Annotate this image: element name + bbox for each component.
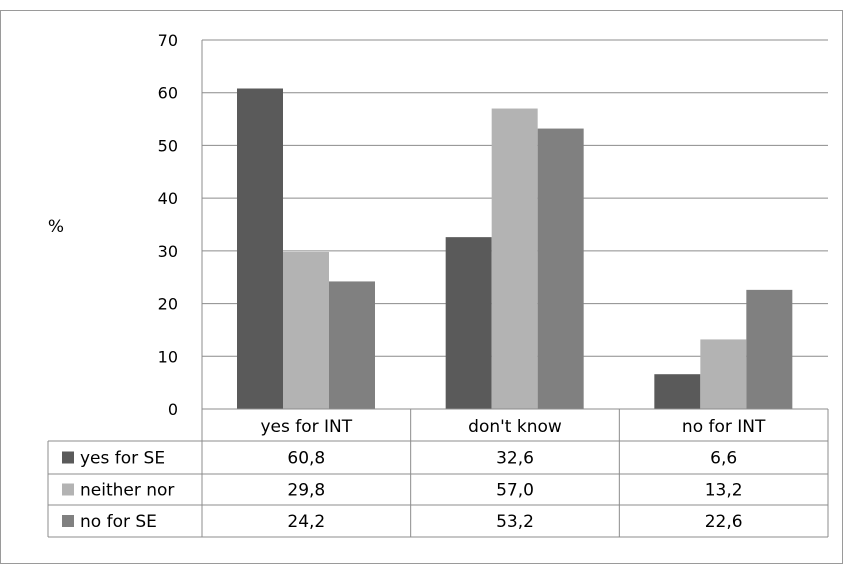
legend-swatch [62, 451, 74, 464]
data-label: 22,6 [705, 512, 743, 532]
bars [237, 88, 793, 410]
x-category-label: yes for INT [260, 417, 352, 437]
x-category-label: don't know [468, 417, 562, 437]
y-tick-label: 20 [158, 295, 178, 314]
y-tick-label: 60 [158, 84, 178, 103]
bar [491, 108, 538, 410]
data-label: 32,6 [496, 449, 534, 469]
data-label: 57,0 [496, 481, 534, 501]
bar [654, 374, 701, 409]
y-tick-label: 0 [168, 400, 178, 419]
data-label: 24,2 [287, 512, 325, 532]
legend-label: neither nor [80, 481, 174, 501]
y-tick-label: 40 [158, 189, 178, 208]
data-label: 60,8 [287, 449, 325, 469]
y-tick-label: 50 [158, 136, 178, 155]
y-axis-label: % [48, 217, 64, 237]
bar [237, 88, 283, 410]
bar [746, 289, 793, 409]
bar [537, 128, 584, 409]
legend-swatch [62, 515, 74, 527]
bar [445, 237, 492, 409]
data-label: 53,2 [496, 512, 534, 532]
data-label: 6,6 [710, 449, 737, 469]
y-axis: % 0 10 20 30 40 50 60 70 [48, 31, 178, 419]
y-tick-label: 70 [158, 31, 178, 50]
y-tick-label: 10 [158, 347, 178, 366]
bar [283, 251, 329, 409]
data-label: 13,2 [705, 481, 743, 501]
y-tick-label: 30 [158, 242, 178, 261]
legend-label: yes for SE [80, 449, 165, 469]
data-table: yes for INT don't know no for INT yes for S… [47, 408, 829, 538]
chart-border [0, 10, 843, 564]
data-label: 29,8 [287, 481, 325, 501]
legend-label: no for SE [80, 512, 157, 532]
x-category-label: no for INT [682, 417, 766, 437]
bar [700, 339, 747, 409]
legend-swatch [62, 483, 74, 496]
bar [329, 281, 375, 409]
